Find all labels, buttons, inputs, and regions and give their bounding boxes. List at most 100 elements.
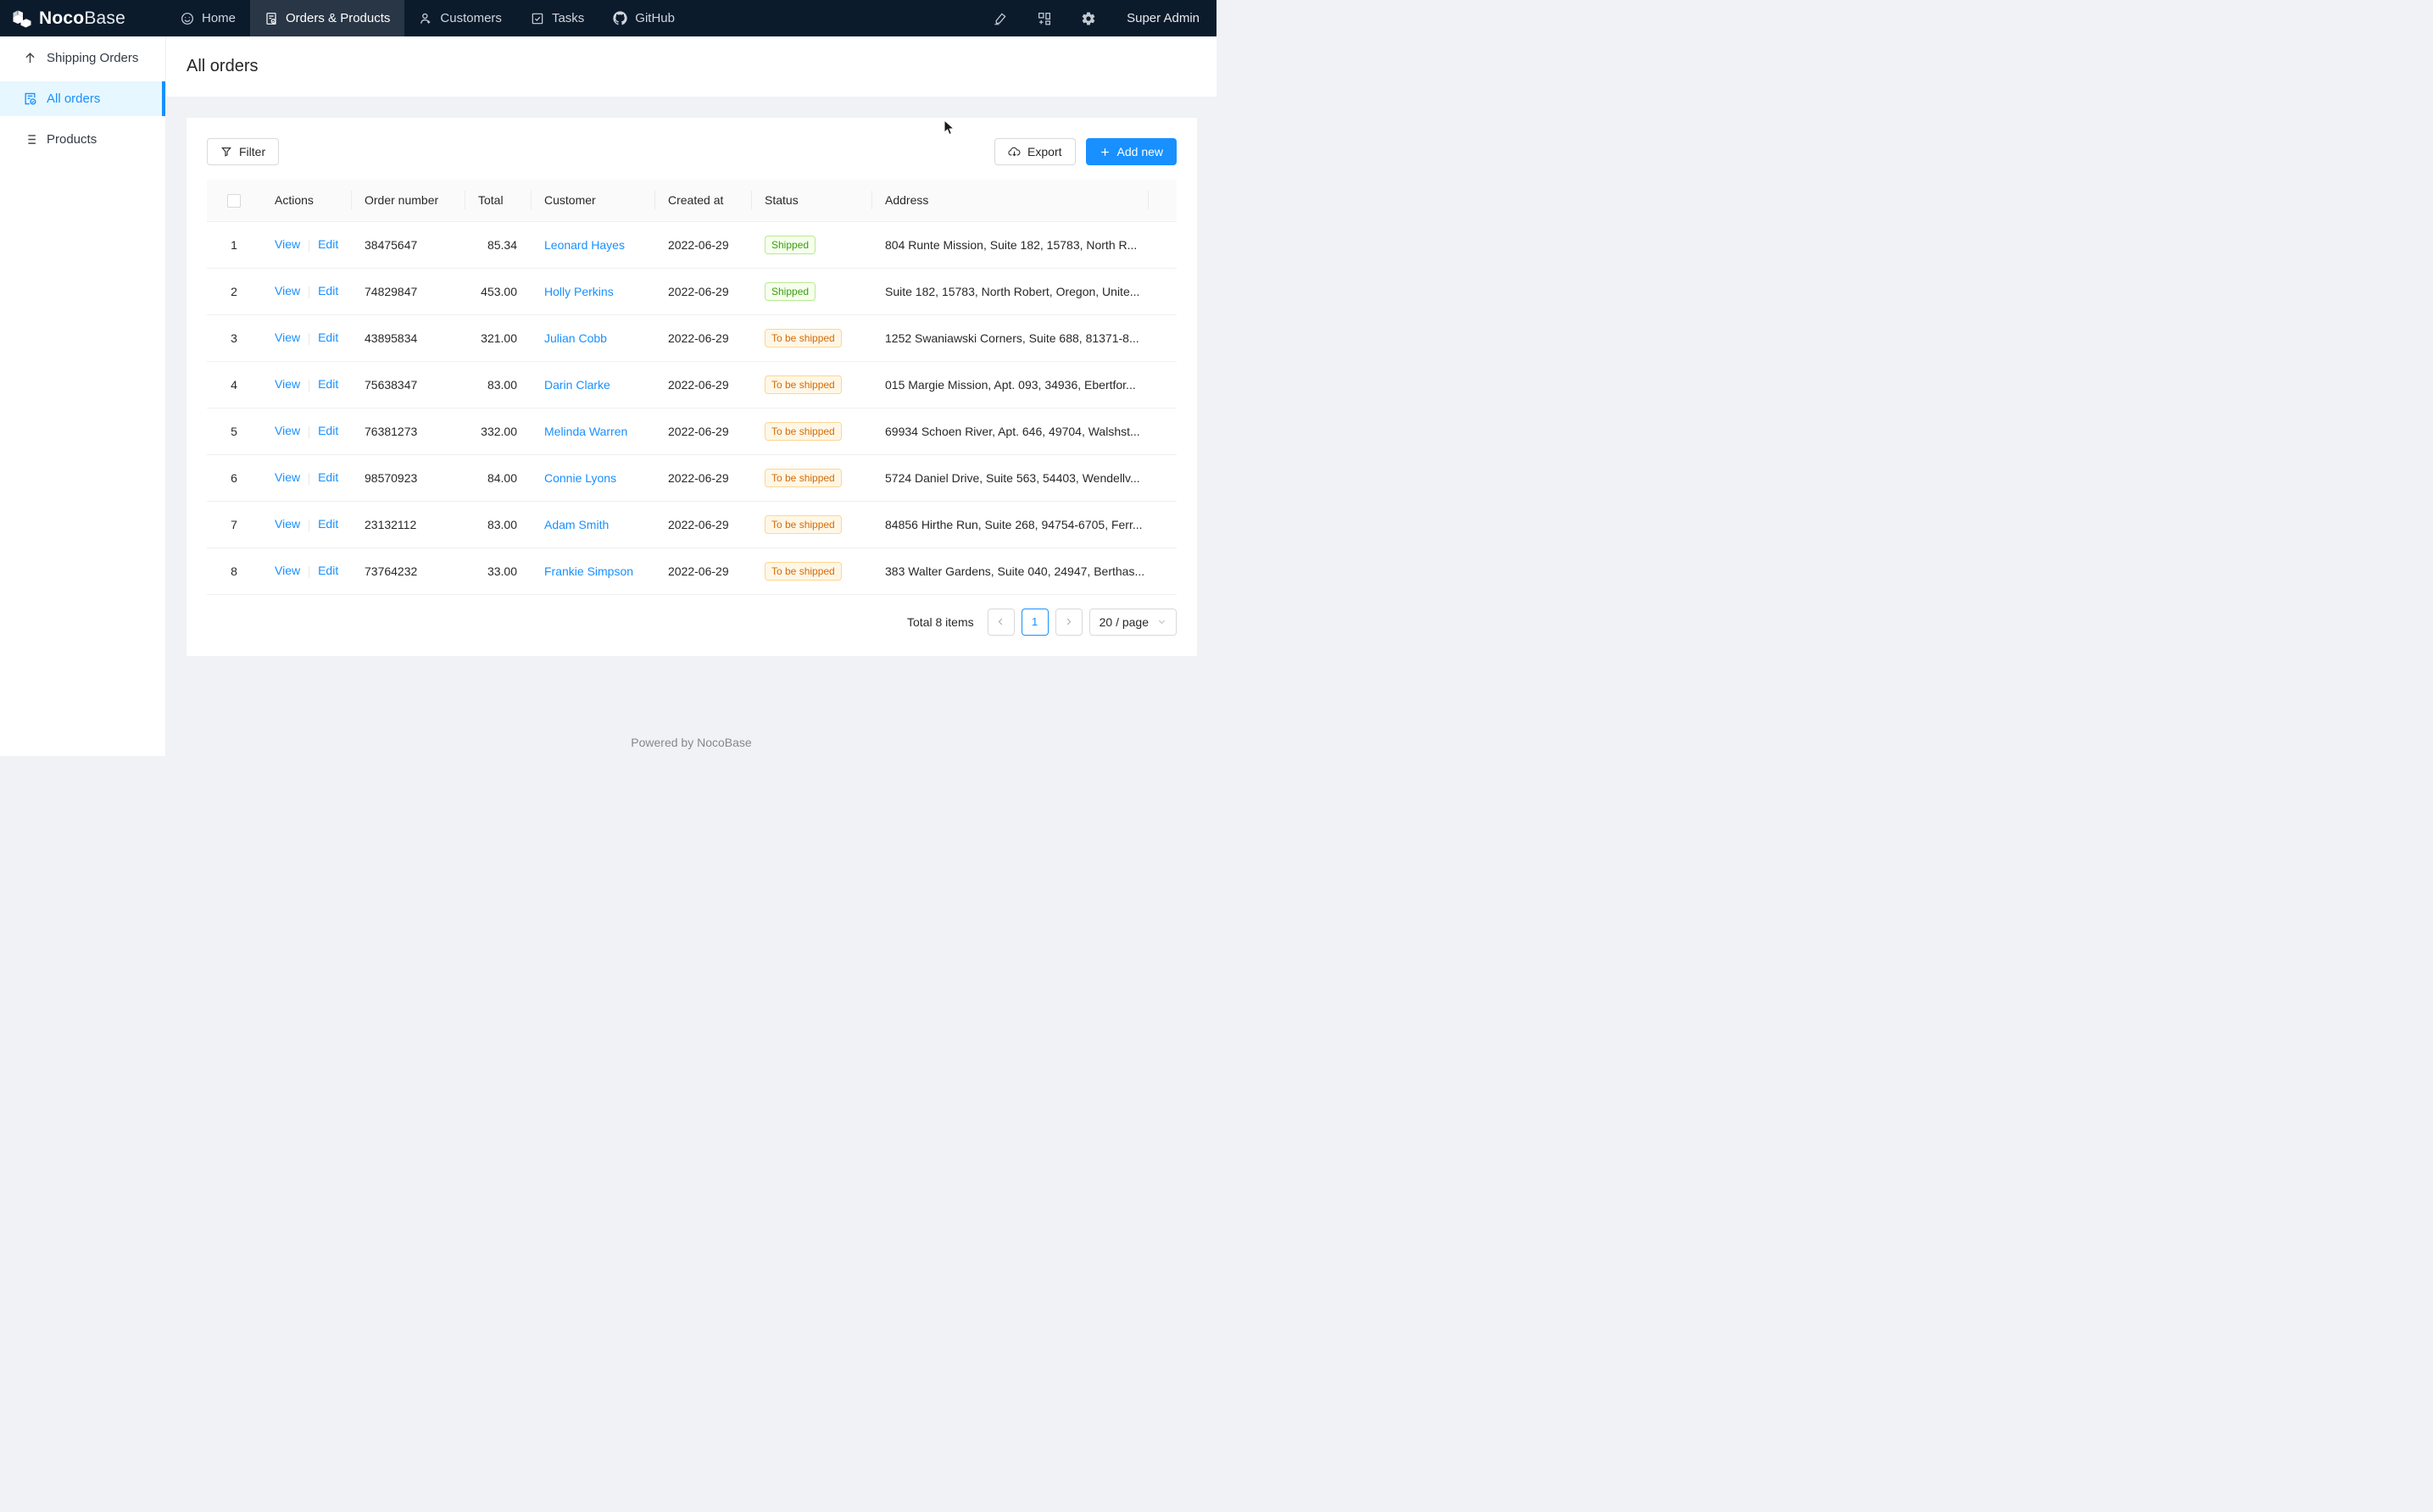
page-header: All orders (166, 36, 1216, 97)
customer-cell: Leonard Hayes (531, 221, 654, 269)
total-cell: 321.00 (465, 314, 531, 362)
created-at-cell: 2022-06-29 (654, 454, 751, 502)
total-cell: 332.00 (465, 408, 531, 455)
filter-button-label: Filter (239, 145, 266, 158)
tab-orders-and-products[interactable]: Orders & Products (250, 0, 405, 36)
spacer-cell (1148, 268, 1177, 315)
address-cell: 015 Margie Mission, Apt. 093, 34936, Ebe… (871, 361, 1148, 409)
arrow-up-icon (23, 51, 37, 65)
top-navbar: NocoBase Home (0, 0, 1216, 36)
pagination-total: Total 8 items (907, 614, 974, 629)
edit-link[interactable]: Edit (318, 284, 339, 298)
actions-cell: View Edit (261, 501, 351, 548)
funnel-icon (220, 146, 232, 158)
sidebar-item-all-orders[interactable]: All orders (0, 81, 165, 116)
prev-page-button[interactable] (987, 608, 1015, 636)
view-link[interactable]: View (275, 237, 301, 252)
view-link[interactable]: View (275, 424, 301, 438)
created-at-cell: 2022-06-29 (654, 268, 751, 315)
order-number-cell: 75638347 (351, 361, 465, 409)
select-all-checkbox[interactable] (227, 193, 241, 208)
next-page-button[interactable] (1055, 608, 1083, 636)
view-link[interactable]: View (275, 284, 301, 298)
sidebar-item-shipping-orders[interactable]: Shipping Orders (0, 41, 165, 75)
table-toolbar: Filter Export (207, 138, 1177, 165)
status-cell: To be shipped (751, 548, 871, 595)
row-index: 4 (207, 361, 261, 409)
column-header-customer: Customer (531, 180, 654, 222)
order-number-cell: 43895834 (351, 314, 465, 362)
user-menu[interactable]: Super Admin (1127, 11, 1200, 25)
orders-table-card: Filter Export (187, 118, 1197, 656)
column-header-total: Total (465, 180, 531, 222)
main-content: All orders Filter (166, 36, 1216, 756)
customer-link[interactable]: Julian Cobb (544, 331, 607, 345)
list-icon (23, 132, 37, 147)
customer-link[interactable]: Frankie Simpson (544, 564, 634, 578)
gear-icon[interactable] (1081, 11, 1096, 26)
export-button[interactable]: Export (994, 138, 1076, 165)
tab-customers[interactable]: Customers (404, 0, 516, 36)
table-row: 3 View Edit 43895834 321.00 Julian Cobb 2022-0… (207, 314, 1177, 362)
status-badge: Shipped (765, 235, 816, 254)
edit-link[interactable]: Edit (318, 377, 339, 392)
spacer-cell (1148, 548, 1177, 595)
order-number-cell: 98570923 (351, 454, 465, 502)
edit-link[interactable]: Edit (318, 424, 339, 438)
view-link[interactable]: View (275, 517, 301, 531)
edit-link[interactable]: Edit (318, 331, 339, 345)
tab-label: Orders & Products (286, 11, 391, 25)
view-link[interactable]: View (275, 564, 301, 578)
customer-link[interactable]: Connie Lyons (544, 470, 617, 485)
add-new-button[interactable]: Add new (1085, 138, 1177, 165)
sidebar-item-products[interactable]: Products (0, 122, 165, 157)
created-at-cell: 2022-06-29 (654, 501, 751, 548)
filter-button[interactable]: Filter (207, 138, 280, 165)
page-size-select[interactable]: 20 / page (1088, 608, 1177, 636)
nocobase-logo[interactable]: NocoBase (0, 0, 166, 36)
total-cell: 453.00 (465, 268, 531, 315)
column-header-address: Address (871, 180, 1148, 222)
row-index: 6 (207, 454, 261, 502)
view-link[interactable]: View (275, 377, 301, 392)
blocks-plus-icon[interactable] (1037, 11, 1052, 26)
address-cell: 84856 Hirthe Run, Suite 268, 94754-6705,… (871, 501, 1148, 548)
tab-label: Customers (440, 11, 502, 25)
status-cell: To be shipped (751, 314, 871, 362)
actions-cell: View Edit (261, 268, 351, 315)
status-cell: Shipped (751, 268, 871, 315)
row-index: 5 (207, 408, 261, 455)
customer-link[interactable]: Adam Smith (544, 517, 610, 531)
customer-link[interactable]: Darin Clarke (544, 377, 610, 392)
highlighter-icon[interactable] (993, 11, 1008, 26)
view-link[interactable]: View (275, 331, 301, 345)
edit-link[interactable]: Edit (318, 237, 339, 252)
order-number-cell: 23132112 (351, 501, 465, 548)
nocobase-wordmark: NocoBase (39, 8, 125, 28)
customer-cell: Holly Perkins (531, 268, 654, 315)
address-cell: 804 Runte Mission, Suite 182, 15783, Nor… (871, 221, 1148, 269)
table-header: Actions Order number Total Customer Crea… (207, 180, 1177, 222)
plus-icon (1100, 147, 1111, 158)
customer-link[interactable]: Leonard Hayes (544, 237, 625, 252)
status-badge: To be shipped (765, 328, 842, 347)
column-header-spacer (1148, 180, 1177, 222)
edit-link[interactable]: Edit (318, 517, 339, 531)
tab-github[interactable]: GitHub (599, 0, 689, 36)
tab-tasks[interactable]: Tasks (516, 0, 599, 36)
page-1-button[interactable]: 1 (1021, 608, 1049, 636)
edit-link[interactable]: Edit (318, 470, 339, 485)
spacer-cell (1148, 454, 1177, 502)
edit-link[interactable]: Edit (318, 564, 339, 578)
tab-home[interactable]: Home (166, 0, 250, 36)
customer-cell: Adam Smith (531, 501, 654, 548)
cloud-download-icon (1008, 146, 1021, 158)
table-row: 6 View Edit 98570923 84.00 Connie Lyons 2022-0… (207, 454, 1177, 502)
github-icon (613, 11, 627, 25)
total-cell: 84.00 (465, 454, 531, 502)
customer-link[interactable]: Melinda Warren (544, 424, 628, 438)
customer-link[interactable]: Holly Perkins (544, 284, 614, 298)
sidebar-item-label: All orders (47, 92, 101, 106)
view-link[interactable]: View (275, 470, 301, 485)
pagination: Total 8 items 1 20 / page (207, 608, 1177, 636)
